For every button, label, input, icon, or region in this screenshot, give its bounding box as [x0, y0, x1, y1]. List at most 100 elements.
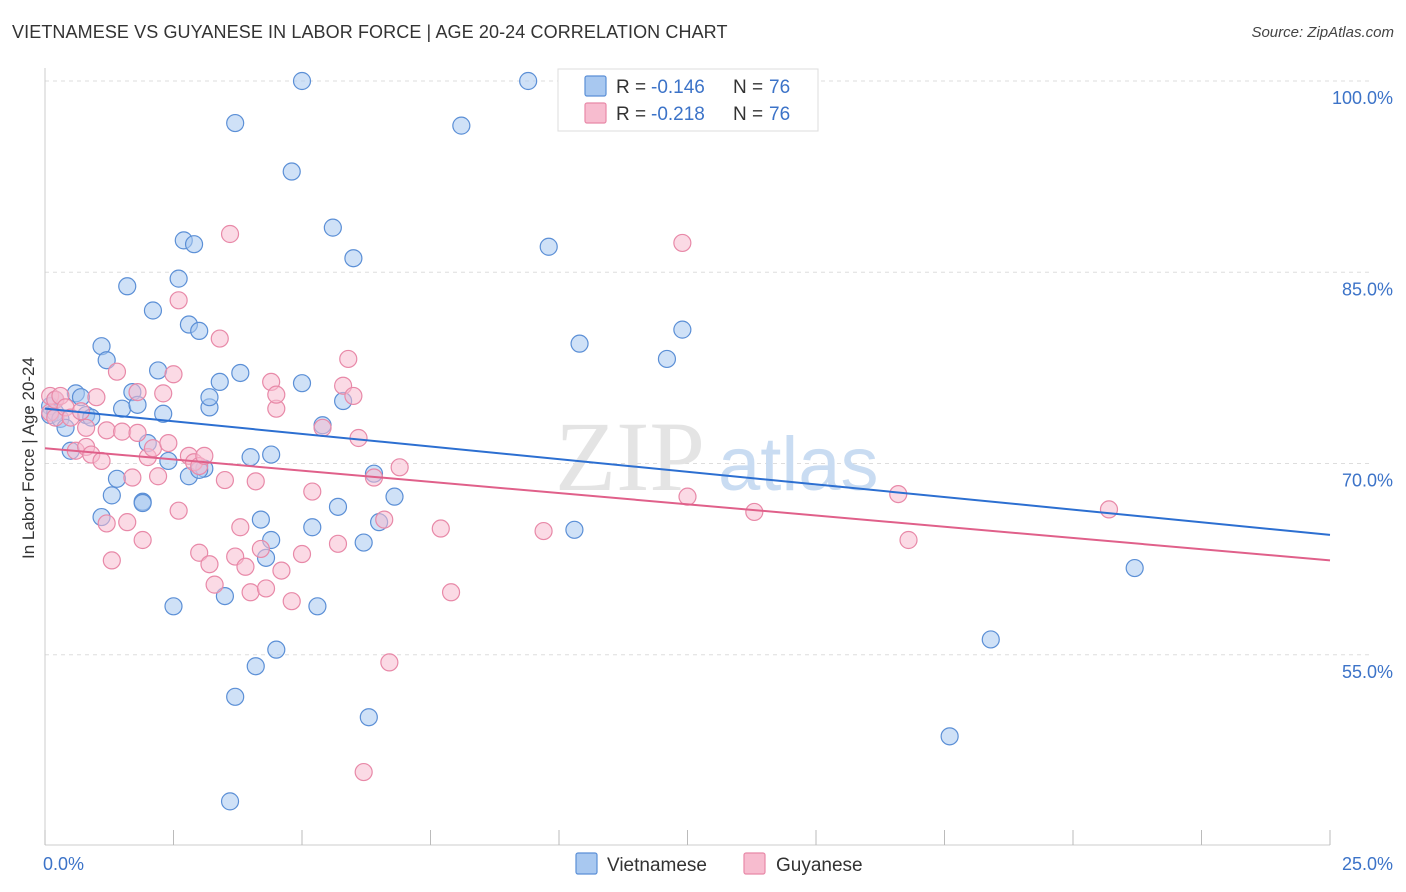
guyanese-point: [97, 421, 116, 440]
trend-line-vietnamese: [44, 407, 1331, 536]
guyanese-point: [133, 530, 152, 550]
series-legend: Vietnamese Guyanese: [575, 852, 863, 876]
guyanese-point: [745, 502, 764, 522]
legend-r-value: -0.218: [651, 104, 705, 125]
legend-r-label: R =: [616, 77, 646, 98]
vietnamese-point: [303, 518, 322, 537]
guyanese-point: [344, 386, 363, 406]
guyanese-point: [102, 551, 121, 570]
y-tick-label: 85.0%: [1342, 279, 1393, 299]
vietnamese-point: [344, 249, 363, 268]
vietnamese-point: [570, 334, 589, 353]
legend-n-label: N =: [733, 77, 763, 98]
guyanese-point: [431, 519, 450, 538]
y-tick-label: 100.0%: [1332, 88, 1393, 108]
guyanese-point: [210, 329, 229, 348]
vietnamese-point: [118, 277, 137, 296]
vietnamese-point: [282, 162, 301, 181]
stats-legend: R = -0.146 N = 76 R = -0.218 N = 76: [557, 68, 819, 132]
vietnamese-point: [452, 116, 471, 135]
vietnamese-point: [220, 792, 240, 811]
guyanese-point: [375, 510, 394, 529]
guyanese-point: [190, 543, 209, 562]
source-label: Source: ZipAtlas.com: [1251, 24, 1394, 41]
guyanese-point: [112, 422, 132, 441]
guyanese-point: [164, 365, 183, 384]
x-tick-label: 0.0%: [43, 854, 84, 874]
guyanese-point: [313, 418, 332, 437]
guyanese-point: [118, 513, 137, 532]
guyanese-point: [303, 482, 322, 501]
vietnamese-point: [241, 448, 260, 467]
guyanese-point: [889, 485, 908, 504]
vietnamese-point: [154, 404, 173, 423]
vietnamese-point: [107, 469, 127, 488]
vietnamese-point: [292, 374, 312, 393]
legend-n-value: 76: [769, 104, 790, 125]
legend-swatch-vietnamese: [584, 75, 607, 97]
guyanese-point: [77, 418, 96, 437]
vietnamese-point: [251, 510, 270, 529]
legend-n-value: 76: [769, 77, 790, 98]
vietnamese-point: [354, 533, 373, 552]
chart-title: VIETNAMESE VS GUYANESE IN LABOR FORCE | …: [12, 22, 728, 42]
guyanese-point: [107, 362, 127, 381]
vietnamese-point: [164, 597, 183, 616]
vietnamese-point: [981, 630, 1000, 649]
vietnamese-point: [323, 218, 342, 237]
guyanese-point: [267, 385, 286, 404]
vietnamese-point: [673, 320, 692, 339]
grid-lines: [45, 80, 1370, 656]
x-tick-label: 25.0%: [1342, 854, 1393, 874]
guyanese-point: [200, 555, 219, 574]
guyanese-point: [205, 575, 224, 594]
guyanese-point: [169, 291, 188, 310]
guyanese-point: [169, 501, 188, 520]
axes: [44, 68, 1331, 846]
vietnamese-point: [169, 269, 188, 288]
legend-label-guyanese: Guyanese: [776, 855, 863, 876]
vietnamese-point: [246, 657, 265, 676]
guyanese-point: [678, 487, 697, 506]
guyanese-point: [236, 557, 255, 576]
guyanese-point: [123, 468, 142, 487]
guyanese-point: [256, 579, 276, 598]
vietnamese-point: [226, 113, 245, 133]
watermark: ZIP atlas: [555, 401, 879, 512]
guyanese-point: [1099, 500, 1119, 519]
y-tick-label: 70.0%: [1342, 471, 1393, 491]
vietnamese-point: [226, 687, 245, 706]
guyanese-point: [195, 446, 214, 465]
guyanese-point: [251, 539, 270, 559]
vietnamese-point: [97, 351, 116, 370]
guyanese-point: [282, 592, 301, 611]
guyanese-point: [128, 383, 147, 402]
legend-r-value: -0.146: [651, 77, 705, 98]
guyanese-point: [148, 467, 168, 486]
guyanese-point: [272, 561, 291, 580]
guyanese-point: [354, 762, 373, 782]
vietnamese-point: [267, 640, 286, 659]
vietnamese-point: [328, 497, 348, 516]
vietnamese-point: [190, 321, 209, 340]
vietnamese-point: [112, 399, 132, 418]
vietnamese-point: [1125, 558, 1144, 578]
legend-n-label: N =: [733, 104, 763, 125]
trend-lines: [44, 407, 1331, 562]
guyanese-point: [241, 583, 260, 602]
vietnamese-point: [385, 487, 404, 506]
vietnamese-point: [539, 237, 558, 256]
vietnamese-point: [133, 493, 152, 513]
vietnamese-point: [148, 361, 168, 380]
guyanese-point: [534, 521, 553, 541]
y-axis-label: In Labor Force | Age 20-24: [19, 357, 38, 559]
guyanese-point: [441, 583, 461, 602]
vietnamese-point: [519, 71, 538, 91]
guyanese-point: [673, 233, 692, 253]
guyanese-point: [143, 439, 163, 458]
vietnamese-point: [308, 597, 327, 616]
vietnamese-point: [215, 586, 234, 606]
guyanese-point: [92, 451, 111, 471]
vietnamese-point: [292, 71, 312, 91]
